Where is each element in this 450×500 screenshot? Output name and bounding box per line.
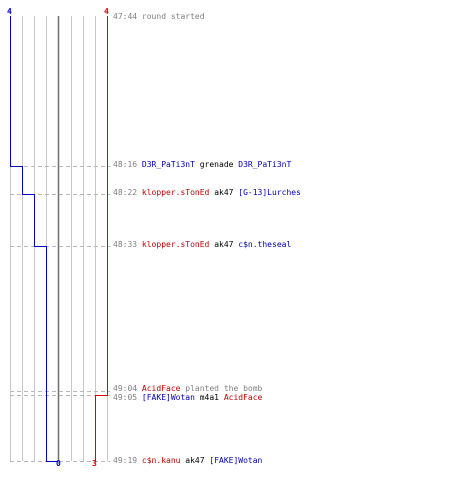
event-killer: klopper.sTonEd [141, 240, 210, 249]
event-action: round started [141, 12, 205, 21]
event-victim: [G-13]Lurches [238, 188, 301, 197]
event-time: 49:04 [113, 384, 138, 393]
event-time: 47:44 [113, 12, 138, 21]
event-time: 49:19 [113, 456, 138, 465]
team-lines [10, 16, 108, 462]
event-killer: [FAKE]Wotan [141, 393, 195, 402]
event-killer: AcidFace [141, 384, 181, 393]
red-end-count: 3 [92, 459, 97, 468]
event-row: 49:04 AcidFace planted the bomb [113, 384, 262, 393]
event-row: 47:44 round started [113, 12, 205, 21]
event-row: 49:19 c$n.kanu ak47 [FAKE]Wotan [113, 456, 262, 465]
red-start-count: 4 [104, 7, 109, 16]
event-row: 48:22 klopper.sTonEd ak47 [G-13]Lurches [113, 188, 301, 197]
event-weapon: ak47 [185, 456, 205, 465]
event-killer: c$n.kanu [141, 456, 181, 465]
event-weapon: m4a1 [199, 393, 219, 402]
event-victim: [FAKE]Wotan [209, 456, 263, 465]
event-killer: klopper.sTonEd [141, 188, 210, 197]
event-killer: D3R_PaTi3nT [141, 160, 195, 169]
event-time: 48:22 [113, 188, 138, 197]
event-victim: AcidFace [223, 393, 263, 402]
blue-team-line [10, 16, 59, 462]
event-weapon: ak47 [214, 240, 234, 249]
event-victim: c$n.theseal [238, 240, 292, 249]
event-action: planted the bomb [185, 384, 263, 393]
event-row: 48:33 klopper.sTonEd ak47 c$n.theseal [113, 240, 291, 249]
event-row: 49:05 [FAKE]Wotan m4a1 AcidFace [113, 393, 262, 402]
blue-start-count: 4 [7, 7, 12, 16]
blue-end-count: 0 [56, 459, 61, 468]
event-victim: D3R_PaTi3nT [238, 160, 292, 169]
red-team-line [95, 16, 108, 462]
event-time: 48:16 [113, 160, 138, 169]
grid-lines [10, 16, 108, 461]
event-time: 49:05 [113, 393, 138, 402]
event-row: 48:16 D3R_PaTi3nT grenade D3R_PaTi3nT [113, 160, 291, 169]
event-weapon: ak47 [214, 188, 234, 197]
event-weapon: grenade [199, 160, 234, 169]
event-time: 48:33 [113, 240, 138, 249]
